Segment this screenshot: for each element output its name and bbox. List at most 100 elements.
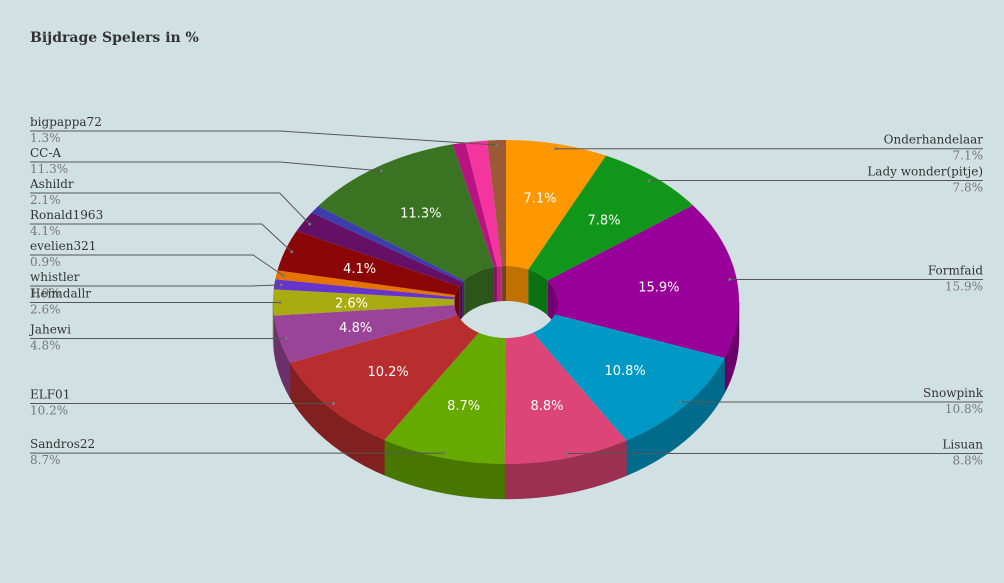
legend-percent: 2.6% (30, 303, 61, 317)
legend-entry-elf01: ELF01 10.2% (29, 388, 335, 418)
callout-dot (495, 143, 499, 147)
callout-line (30, 254, 284, 277)
callout-dot (278, 301, 282, 304)
slice-heimdallr[interactable] (273, 289, 455, 316)
slice-b91383[interactable] (452, 142, 497, 267)
slice-inner-wall-cc-a (464, 266, 495, 316)
slice-label-cc-a: 11.3% (400, 207, 441, 222)
callout-line (30, 130, 497, 146)
callout-dot (442, 451, 446, 455)
slice-labels: 7.1% 7.8% 15.9% 10.8% 8.8% 8.7% 10.2% 4.8% 2.6% 4… (335, 192, 680, 415)
legend-name: bigpappa72 (30, 115, 102, 129)
legend-name: Snowpink (923, 386, 984, 400)
legend-entry-ronald1963: Ronald1963 4.1% (30, 208, 294, 254)
legend-entry-snowpink: Snowpink 10.8% (678, 386, 984, 416)
callout-dot (678, 400, 682, 404)
slice-bigpappa72[interactable] (487, 140, 506, 267)
legend-name: Lady wonder(pitje) (867, 165, 983, 179)
legend-entry-lady-wonder-pitje: Lady wonder(pitje) 7.8% (647, 165, 984, 195)
legend-name: Heimdallr (30, 287, 91, 301)
slice-ashildr[interactable] (296, 212, 463, 287)
legend-entry-onderhandelaar: Onderhandelaar 7.1% (554, 133, 983, 163)
slice-label-sandros22: 8.7% (447, 399, 480, 414)
callout-line (30, 223, 293, 253)
legend-percent: 7.1% (953, 149, 984, 163)
slice-inner-wall-3b3eac (462, 280, 465, 318)
legend-entry-evelien321: evelien321 0.9% (30, 239, 285, 278)
slice-sandros22[interactable] (384, 332, 506, 464)
legend-percent: 4.1% (30, 224, 61, 238)
slice-lady-wonder-pitje[interactable] (528, 155, 693, 281)
legend-name: whistler (30, 270, 80, 284)
slice-cc-a[interactable] (318, 144, 495, 281)
legend-name: Onderhandelaar (884, 133, 984, 147)
legend-percent: 1.3% (30, 131, 61, 145)
slice-ronald1963[interactable] (277, 231, 460, 295)
slice-inner-wall-lady-wonder-pitje (528, 269, 548, 316)
legend-percent: 8.8% (953, 454, 984, 468)
callout-dot (728, 278, 732, 281)
legend-entry-bigpappa72: bigpappa72 1.3% (30, 115, 499, 147)
legend-name: ELF01 (30, 388, 70, 402)
legend-name: CC-A (30, 146, 61, 160)
callout-dot (379, 169, 383, 173)
legend-percent: 0.9% (30, 255, 61, 269)
slice-inner-wall-bigpappa72 (501, 266, 506, 302)
slice-label-lady-wonder-pitje: 7.8% (587, 213, 620, 228)
legend-entry-whistler: whistler 1.0% (30, 270, 283, 300)
slice-jahewi[interactable] (273, 305, 458, 363)
legend-name: Lisuan (942, 438, 983, 452)
slice-inner-wall-onderhandelaar (506, 266, 529, 305)
slice-elf01[interactable] (289, 315, 479, 441)
callout-dot (284, 337, 288, 340)
slice-inner-wall-f4359e (496, 266, 502, 302)
slice-inner-wall-ashildr (459, 282, 463, 322)
slice-f4359e[interactable] (465, 140, 502, 267)
legend-percent: 8.7% (30, 453, 61, 467)
callout-dot (308, 222, 312, 226)
legend-percent: 4.8% (30, 339, 61, 353)
slice-evelien321[interactable] (275, 270, 455, 297)
callout-dot (647, 179, 651, 182)
donut-depth (272, 266, 740, 500)
callout-dot (332, 402, 335, 405)
slice-snowpink[interactable] (532, 314, 725, 441)
callout-line (30, 192, 311, 225)
legend-entry-heimdallr: Heimdallr 2.6% (29, 287, 282, 317)
slice-inner-wall-b91383 (494, 266, 497, 302)
legend-percent: 15.9% (945, 280, 983, 294)
callout-dot (281, 274, 285, 278)
donut-top (273, 140, 739, 464)
legend-entry-ashildr: Ashildr 2.1% (29, 177, 312, 226)
slice-3b3eac[interactable] (311, 206, 465, 283)
callout-line (30, 284, 282, 287)
slice-whistler[interactable] (273, 279, 455, 300)
callout-dot (564, 452, 568, 455)
legend-percent: 10.2% (30, 404, 68, 418)
legend-entry-jahewi: Jahewi 4.8% (28, 323, 288, 353)
legend-entry-sandros22: Sandros22 8.7% (29, 437, 446, 467)
slice-label-snowpink: 10.8% (604, 364, 645, 379)
slice-label-heimdallr: 2.6% (335, 296, 368, 311)
legend-percent: 11.3% (30, 162, 68, 176)
legend-name: Ashildr (29, 177, 74, 191)
slice-formfaid[interactable] (547, 205, 739, 358)
slice-label-jahewi: 4.8% (339, 321, 372, 336)
callout-dot (290, 250, 294, 254)
legend-entry-formfaid: Formfaid 15.9% (728, 264, 983, 294)
legend-name: evelien321 (30, 239, 96, 253)
legend-percent: 7.8% (953, 181, 984, 195)
slice-label-onderhandelaar: 7.1% (523, 192, 556, 207)
callout-dot (279, 283, 283, 287)
slice-lisuan[interactable] (504, 332, 627, 464)
legend-percent: 1.0% (30, 286, 61, 300)
legend-name: Sandros22 (30, 437, 95, 451)
callout-line (30, 161, 382, 172)
slice-onderhandelaar[interactable] (506, 140, 606, 270)
callout-dot (554, 147, 558, 151)
legend-name: Jahewi (28, 323, 71, 337)
legend-entry-cc-a: CC-A 11.3% (30, 146, 383, 176)
legend-percent: 10.8% (945, 402, 983, 416)
slice-label-ronald1963: 4.1% (343, 262, 376, 277)
